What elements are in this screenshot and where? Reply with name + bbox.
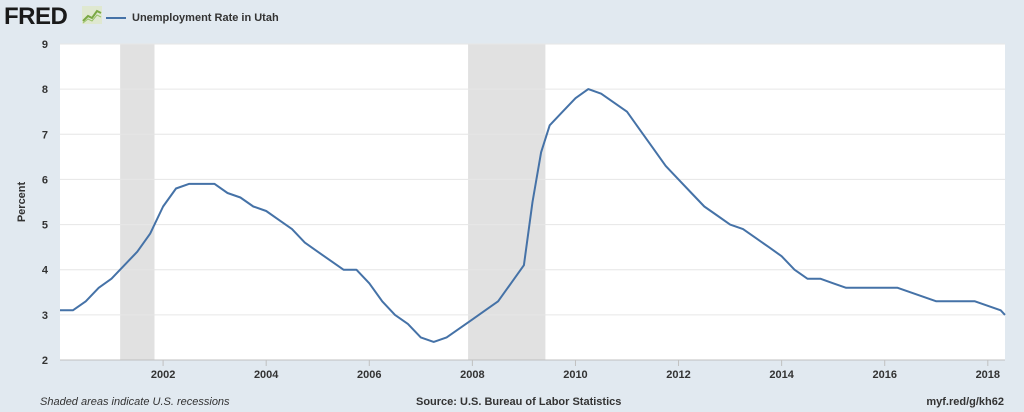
fred-graph-icon xyxy=(82,6,102,24)
y-tick-label: 5 xyxy=(42,220,48,232)
x-tick-label: 2016 xyxy=(872,369,896,381)
y-tick-label: 3 xyxy=(42,310,48,322)
source-text: Source: U.S. Bureau of Labor Statistics xyxy=(416,396,622,408)
y-tick-label: 2 xyxy=(42,355,48,367)
x-axis-ticks: 2002 2004 2006 2008 2010 2012 2014 2016 2018 xyxy=(60,359,1005,381)
x-tick-label: 2014 xyxy=(769,369,794,381)
y-tick-label: 7 xyxy=(42,129,48,141)
recession-band xyxy=(120,44,155,360)
short-link[interactable]: myf.red/g/kh62 xyxy=(926,396,1004,408)
recession-note: Shaded areas indicate U.S. recessions xyxy=(40,396,230,408)
y-axis-ticks: 2 3 4 5 6 7 8 9 xyxy=(42,39,49,367)
x-tick-label: 2008 xyxy=(460,369,484,381)
series-line[interactable] xyxy=(60,88,1006,343)
recession-band xyxy=(468,44,546,360)
legend-swatch xyxy=(106,17,126,19)
x-tick-label: 2004 xyxy=(254,369,279,381)
x-tick-label: 2012 xyxy=(666,369,690,381)
fred-logo[interactable]: FRED xyxy=(4,3,68,30)
chart-header: FRED Unemployment Rate in Utah xyxy=(0,0,1024,36)
legend-label: Unemployment Rate in Utah xyxy=(132,12,279,24)
y-tick-label: 8 xyxy=(42,84,48,96)
x-tick-label: 2006 xyxy=(357,369,381,381)
y-tick-label: 4 xyxy=(42,265,49,277)
x-tick-label: 2010 xyxy=(563,369,587,381)
recession-shading xyxy=(120,44,546,360)
series-layer xyxy=(60,88,1006,343)
x-tick-label: 2002 xyxy=(151,369,175,381)
y-tick-label: 9 xyxy=(42,39,48,51)
y-tick-label: 6 xyxy=(42,174,48,186)
x-tick-label: 2018 xyxy=(976,369,1000,381)
y-axis-title: Percent xyxy=(16,181,28,222)
